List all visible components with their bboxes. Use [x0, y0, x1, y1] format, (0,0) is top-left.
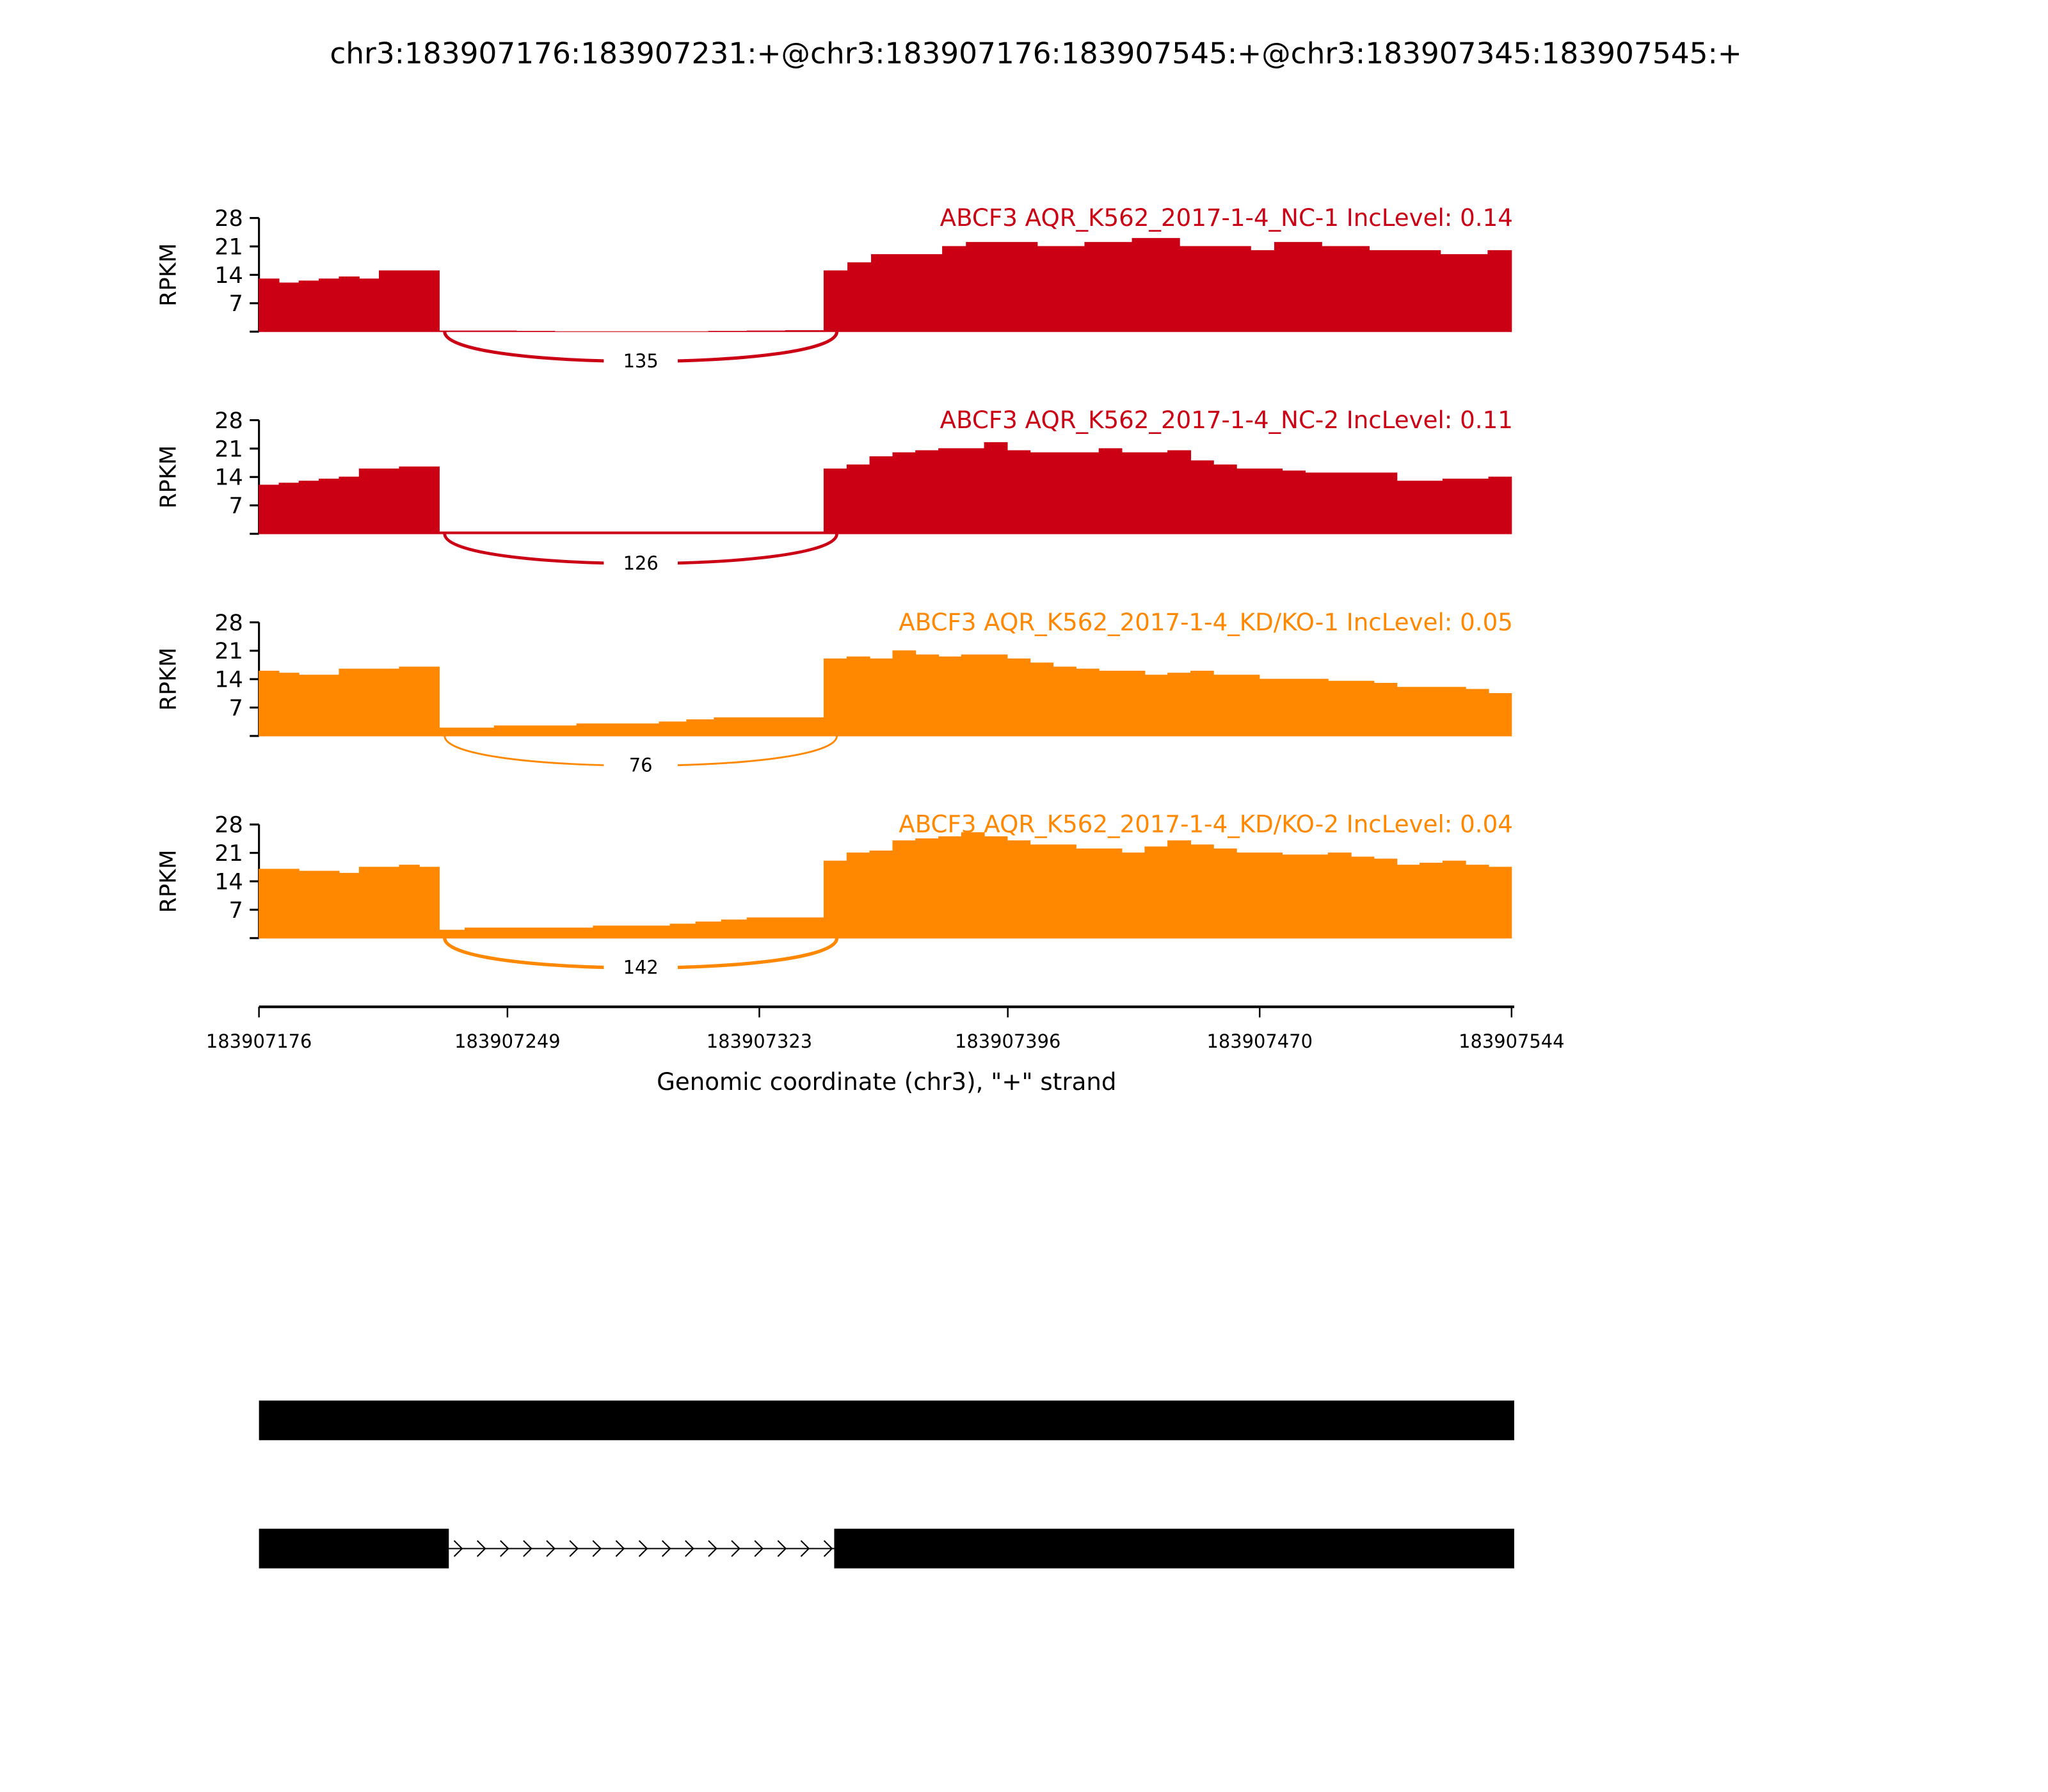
strand-arrow-icon [592, 1540, 602, 1557]
strand-arrow-icon [476, 1540, 486, 1557]
y-tick-label: 21 [214, 638, 243, 664]
junction-count-label: 76 [629, 755, 653, 776]
junction-label-bg [604, 552, 678, 573]
y-axis-label: RPKM [156, 445, 182, 509]
chart-title: chr3:183907176:183907231:+@chr3:18390717… [330, 36, 1742, 70]
coverage-area [259, 832, 1512, 939]
isoform-1 [259, 1400, 1514, 1441]
strand-arrow-icon [615, 1540, 625, 1557]
y-tick-label: 21 [214, 840, 243, 867]
x-tick-label: 183907396 [955, 1030, 1060, 1052]
x-tick-label: 183907544 [1459, 1030, 1564, 1052]
track-label: ABCF3 AQR_K562_2017-1-4_NC-1 IncLevel: 0… [940, 204, 1513, 232]
track-label: ABCF3 AQR_K562_2017-1-4_KD/KO-1 IncLevel… [899, 609, 1513, 636]
y-tick-label: 21 [214, 436, 243, 462]
x-tick-label: 183907470 [1207, 1030, 1313, 1052]
strand-arrow-icon [823, 1540, 833, 1557]
strand-arrow-icon [777, 1540, 787, 1557]
x-tick-label: 183907323 [707, 1030, 812, 1052]
strand-arrow-icon [800, 1540, 810, 1557]
strand-arrow-icon [731, 1540, 740, 1557]
junction-label-bg [604, 956, 678, 978]
y-tick-label: 14 [214, 868, 243, 895]
y-tick-label: 28 [214, 610, 243, 636]
y-tick-label: 28 [214, 205, 243, 232]
y-tick-label: 14 [214, 465, 243, 491]
x-tick-label: 183907249 [454, 1030, 560, 1052]
y-tick-label: 14 [214, 667, 243, 693]
junction-label-bg [604, 350, 678, 372]
y-tick-label: 14 [214, 262, 243, 289]
track-label: ABCF3 AQR_K562_2017-1-4_KD/KO-2 IncLevel… [899, 811, 1513, 838]
exon-block [259, 1528, 449, 1569]
strand-arrow-icon [500, 1540, 509, 1557]
y-tick-label: 21 [214, 234, 243, 260]
y-tick-label: 7 [229, 897, 243, 924]
junction-count-label: 126 [623, 552, 659, 574]
strand-arrow-icon [569, 1540, 579, 1557]
junction-count-label: 142 [623, 957, 659, 979]
x-axis-label: Genomic coordinate (chr3), "+" strand [657, 1068, 1116, 1096]
strand-arrow-icon [685, 1540, 694, 1557]
y-axis-label: RPKM [156, 648, 182, 711]
strand-arrow-icon [453, 1540, 463, 1557]
junction-label-bg [604, 754, 678, 776]
isoform-2 [259, 1528, 1514, 1569]
coverage-area [259, 237, 1512, 332]
isoform-track [259, 1400, 1514, 1569]
coverage-area [259, 650, 1512, 737]
y-axis-label: RPKM [156, 850, 182, 913]
y-tick-label: 7 [229, 291, 243, 317]
y-tick-label: 28 [214, 408, 243, 434]
coverage-area [259, 442, 1512, 534]
exon-block [834, 1528, 1514, 1569]
y-tick-label: 7 [229, 493, 243, 519]
strand-arrow-icon [754, 1540, 764, 1557]
y-tick-label: 7 [229, 695, 243, 721]
strand-arrow-icon [638, 1540, 648, 1557]
y-axis-label: RPKM [156, 243, 182, 307]
strand-arrow-icon [661, 1540, 671, 1557]
y-tick-label: 28 [214, 812, 243, 838]
junction-count-label: 135 [623, 350, 659, 372]
strand-arrow-icon [708, 1540, 717, 1557]
strand-arrow-icon [523, 1540, 532, 1557]
x-tick-label: 183907176 [206, 1030, 312, 1052]
exon-block [259, 1400, 1514, 1441]
strand-arrow-icon [546, 1540, 556, 1557]
x-axis: 183907176 183907249 183907323 183907396 1839… [206, 1005, 1565, 1052]
track-label: ABCF3 AQR_K562_2017-1-4_NC-2 IncLevel: 0… [940, 406, 1513, 434]
